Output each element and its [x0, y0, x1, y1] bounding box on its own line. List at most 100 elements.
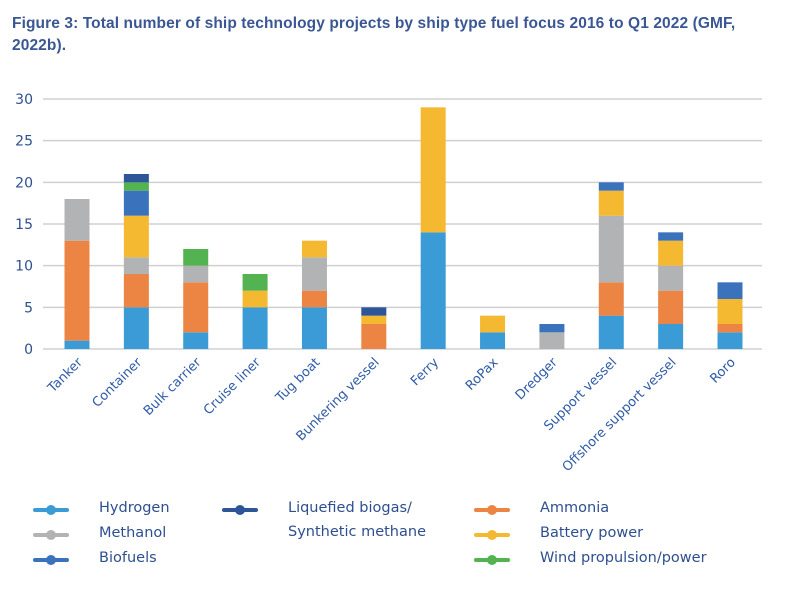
bar-segment	[183, 249, 209, 266]
bar-stack	[420, 107, 446, 349]
legend-dot	[46, 530, 56, 540]
x-tick-label: Container	[90, 355, 146, 411]
y-tick-label: 20	[15, 175, 33, 191]
bar-segment	[242, 307, 268, 349]
legend-label: Battery power	[540, 525, 644, 541]
x-tick-label: Tug boat	[272, 355, 323, 406]
bar-segment	[539, 324, 565, 333]
bar-segment	[361, 307, 387, 316]
legend-marker-icon	[474, 525, 510, 543]
bar-segment	[301, 307, 327, 349]
bar-segment	[598, 282, 624, 316]
bar-stack	[598, 182, 624, 349]
legend-item-battery-power: Battery power	[474, 525, 643, 545]
bar-segment	[301, 240, 327, 258]
y-axis-ticks: 0 5 10 15 20 25 30	[15, 92, 33, 358]
bar-segment	[123, 257, 149, 274]
bar-segment	[420, 232, 446, 349]
legend-item-wind-propulsion: Wind propulsion/power	[474, 550, 707, 570]
x-tick-label: Tanker	[45, 355, 87, 397]
figure-title: Figure 3: Total number of ship technolog…	[12, 15, 736, 54]
x-tick-label: Bulk carrier	[141, 355, 205, 419]
bar-segment	[361, 315, 387, 324]
legend-label-line2: Synthetic methane	[288, 524, 426, 540]
bar-segment	[64, 199, 90, 241]
legend-label: Methanol	[99, 525, 167, 541]
bar-segment	[123, 182, 149, 191]
legend-marker-icon	[474, 550, 510, 568]
gridlines	[43, 98, 762, 350]
y-tick-label: 15	[15, 217, 33, 233]
bar-stack	[361, 307, 387, 349]
legend-item-methanol: Methanol	[33, 525, 166, 545]
bar-segment	[242, 274, 268, 291]
bar-segment	[301, 290, 327, 308]
y-tick-label: 5	[24, 300, 33, 316]
bar-segment	[717, 324, 743, 333]
bar-segment	[183, 265, 209, 283]
legend-label: Wind propulsion/power	[540, 550, 707, 566]
bar-segment	[361, 324, 387, 349]
legend-marker-icon	[33, 550, 69, 568]
legend-label: Ammonia	[540, 500, 610, 516]
bar-segment	[598, 215, 624, 283]
bar-segment	[598, 182, 624, 191]
x-tick-label: Dredger	[513, 355, 561, 403]
legend-dot	[235, 505, 245, 515]
bar-segment	[480, 332, 506, 349]
legend-dot	[487, 530, 497, 540]
bar-segment	[658, 232, 684, 241]
bar-segment	[717, 282, 743, 299]
bar-segment	[598, 315, 624, 349]
legend-dot	[487, 555, 497, 565]
legend-label: Liquefied biogas/Synthetic methane	[288, 496, 426, 544]
bar-segment	[598, 190, 624, 216]
bar-segment	[64, 240, 90, 341]
bar-segment	[658, 324, 684, 349]
bar-segment	[480, 315, 506, 333]
bar-segment	[658, 240, 684, 266]
x-tick-label: Offshore support vessel	[560, 355, 680, 475]
y-tick-label: 30	[15, 92, 33, 108]
x-tick-label: Ferry	[408, 355, 442, 389]
legend-marker-icon	[33, 500, 69, 518]
bar-stack	[123, 174, 149, 349]
bar-segment	[658, 290, 684, 324]
bars	[64, 107, 743, 349]
bar-stack	[64, 199, 90, 349]
bar-stack	[658, 232, 684, 349]
legend-label: Hydrogen	[99, 500, 170, 516]
x-tick-label: Roro	[707, 355, 738, 386]
bar-segment	[420, 107, 446, 233]
bar-segment	[183, 332, 209, 349]
y-tick-label: 10	[15, 259, 33, 275]
legend-item-biofuels: Biofuels	[33, 550, 157, 570]
bar-segment	[123, 274, 149, 308]
legend-marker-icon	[474, 500, 510, 518]
bar-stack	[717, 282, 743, 349]
bar-stack	[480, 315, 506, 349]
bar-stack	[242, 274, 268, 349]
bar-segment	[301, 257, 327, 291]
legend-item-ammonia: Ammonia	[474, 500, 609, 520]
bar-segment	[123, 307, 149, 349]
legend-marker-icon	[33, 525, 69, 543]
legend-item-hydrogen: Hydrogen	[33, 500, 170, 520]
bar-stack	[301, 240, 327, 349]
legend-item-liquefied-biogas: Liquefied biogas/Synthetic methane	[222, 500, 426, 544]
y-tick-label: 25	[15, 134, 33, 150]
legend-dot	[46, 505, 56, 515]
bar-segment	[183, 282, 209, 333]
bar-segment	[242, 290, 268, 308]
y-tick-label: 0	[24, 342, 33, 358]
legend-label: Biofuels	[99, 550, 157, 566]
bar-segment	[64, 340, 90, 349]
legend-label-line1: Liquefied biogas/	[288, 500, 412, 516]
bar-segment	[123, 190, 149, 216]
legend-dot	[46, 555, 56, 565]
legend-dot	[487, 505, 497, 515]
bar-stack	[539, 324, 565, 349]
legend-marker-icon	[222, 500, 258, 518]
